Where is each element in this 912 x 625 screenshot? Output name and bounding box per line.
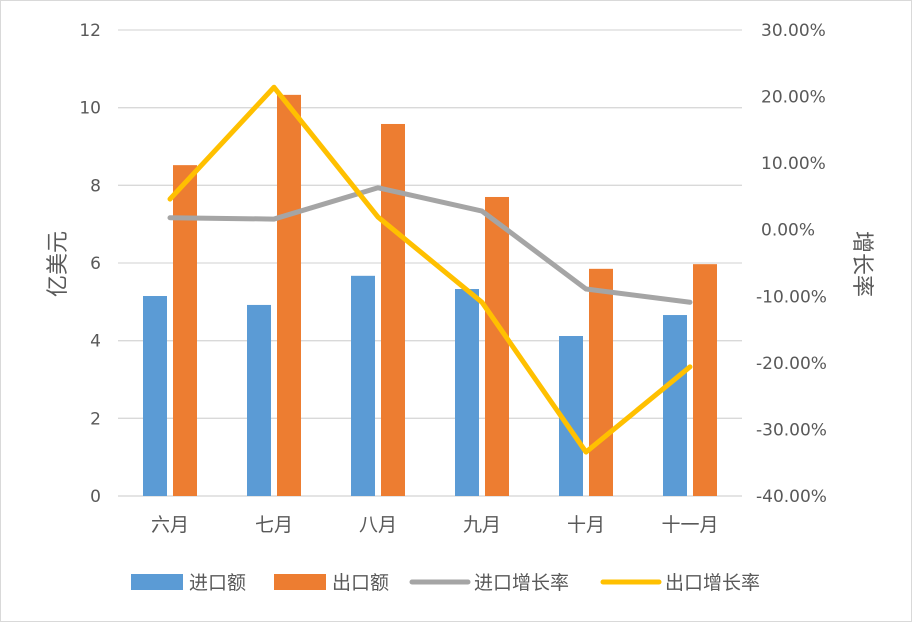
bar [381,123,405,496]
left-tick-label: 8 [90,176,101,196]
category-label: 十月 [567,514,605,536]
bar [455,289,479,496]
right-tick-label: 30.00% [761,21,826,41]
bar [589,268,613,496]
category-label: 六月 [151,514,189,536]
left-axis-title: 亿美元 [46,231,71,297]
right-tick-label: 0.00% [761,221,815,241]
legend-item: 进口增长率 [409,572,569,594]
legend-swatch [131,574,183,590]
bar [277,94,301,496]
legend-label: 出口增长率 [665,572,760,594]
legend-item: 出口增长率 [600,572,760,594]
right-tick-label: -30.00% [756,420,827,440]
bar [351,275,375,496]
left-tick-label: 2 [90,409,101,429]
right-axis-ticks: -40.00% -30.00% -20.00% -10.00% 0.00% 10.00% 2… [756,21,827,507]
right-tick-label: -40.00% [756,487,827,507]
bar [485,196,509,496]
bar [173,165,197,496]
left-tick-label: 0 [90,487,101,507]
legend-label: 进口增长率 [474,572,569,594]
category-label: 九月 [463,514,501,536]
legend-item: 进口额 [131,572,246,594]
left-axis-ticks: 0 2 4 6 8 10 12 [79,21,101,507]
line-series [167,84,693,455]
legend-label: 进口额 [189,572,246,594]
legend-swatch [274,574,326,590]
right-axis-title: 增长率 [849,231,874,297]
bar [143,296,167,496]
line-series-path [167,84,693,455]
right-tick-label: -10.00% [756,287,827,307]
bar [247,304,271,496]
line-series-path [167,185,693,305]
right-tick-label: 10.00% [761,154,826,174]
right-tick-label: -20.00% [756,354,827,374]
bar-series [143,94,717,496]
category-axis-labels: 六月 七月 八月 九月 十月 十一月 [151,514,719,536]
left-tick-label: 10 [79,99,101,119]
left-tick-label: 6 [90,254,101,274]
category-label: 七月 [255,514,293,536]
category-label: 八月 [359,514,397,536]
gridlines [118,29,742,497]
legend: 进口额 出口额 进口增长率 出口增长率 [131,572,760,594]
category-label: 十一月 [661,514,718,536]
left-tick-label: 4 [90,332,101,352]
legend-item: 出口额 [274,572,389,594]
right-tick-label: 20.00% [761,88,826,108]
bar [693,264,717,496]
legend-label: 出口额 [332,572,389,594]
left-tick-label: 12 [79,21,101,41]
bar [663,315,687,496]
